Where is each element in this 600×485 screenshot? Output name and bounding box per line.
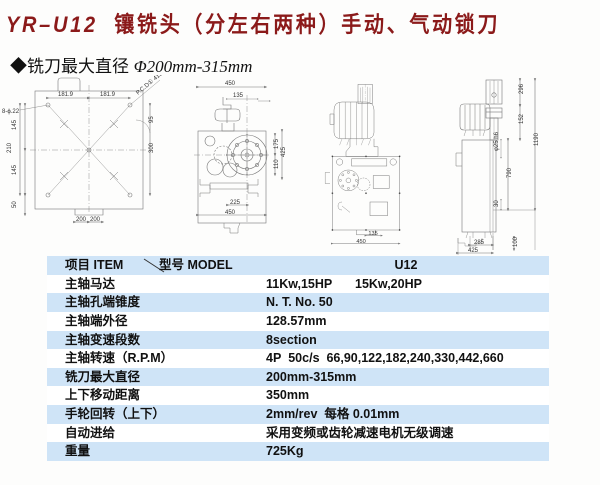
svg-text:181.9: 181.9 bbox=[58, 92, 74, 98]
svg-text:200: 200 bbox=[76, 217, 87, 223]
svg-text:135: 135 bbox=[233, 93, 244, 99]
svg-text:110: 110 bbox=[274, 159, 280, 169]
svg-text:450: 450 bbox=[225, 81, 236, 87]
svg-text:8-ϕ.22: 8-ϕ.22 bbox=[2, 109, 20, 115]
svg-text:210: 210 bbox=[7, 142, 13, 153]
svg-text:296: 296 bbox=[519, 83, 525, 94]
svg-text:225: 225 bbox=[230, 200, 241, 206]
svg-text:425: 425 bbox=[281, 146, 287, 157]
svg-text:30: 30 bbox=[494, 200, 500, 207]
svg-text:135: 135 bbox=[368, 231, 377, 237]
svg-text:100: 100 bbox=[513, 236, 519, 247]
svg-text:152: 152 bbox=[519, 113, 525, 124]
svg-text:300: 300 bbox=[149, 142, 155, 153]
svg-text:450: 450 bbox=[356, 239, 365, 245]
svg-text:145: 145 bbox=[12, 164, 18, 175]
svg-text:181.9: 181.9 bbox=[100, 92, 116, 98]
svg-text:200: 200 bbox=[90, 217, 101, 223]
svg-text:50: 50 bbox=[12, 201, 18, 208]
svg-text:425: 425 bbox=[468, 248, 479, 254]
svg-text:P.C.D① 415: P.C.D① 415 bbox=[135, 75, 165, 97]
svg-text:1190: 1190 bbox=[534, 132, 540, 146]
svg-text:450: 450 bbox=[225, 210, 236, 216]
svg-text:790: 790 bbox=[507, 167, 513, 178]
svg-text:φ25 h6: φ25 h6 bbox=[494, 131, 500, 151]
svg-text:175: 175 bbox=[274, 138, 280, 149]
svg-text:95: 95 bbox=[149, 116, 155, 123]
svg-text:285: 285 bbox=[474, 240, 485, 246]
svg-text:145: 145 bbox=[12, 119, 18, 130]
